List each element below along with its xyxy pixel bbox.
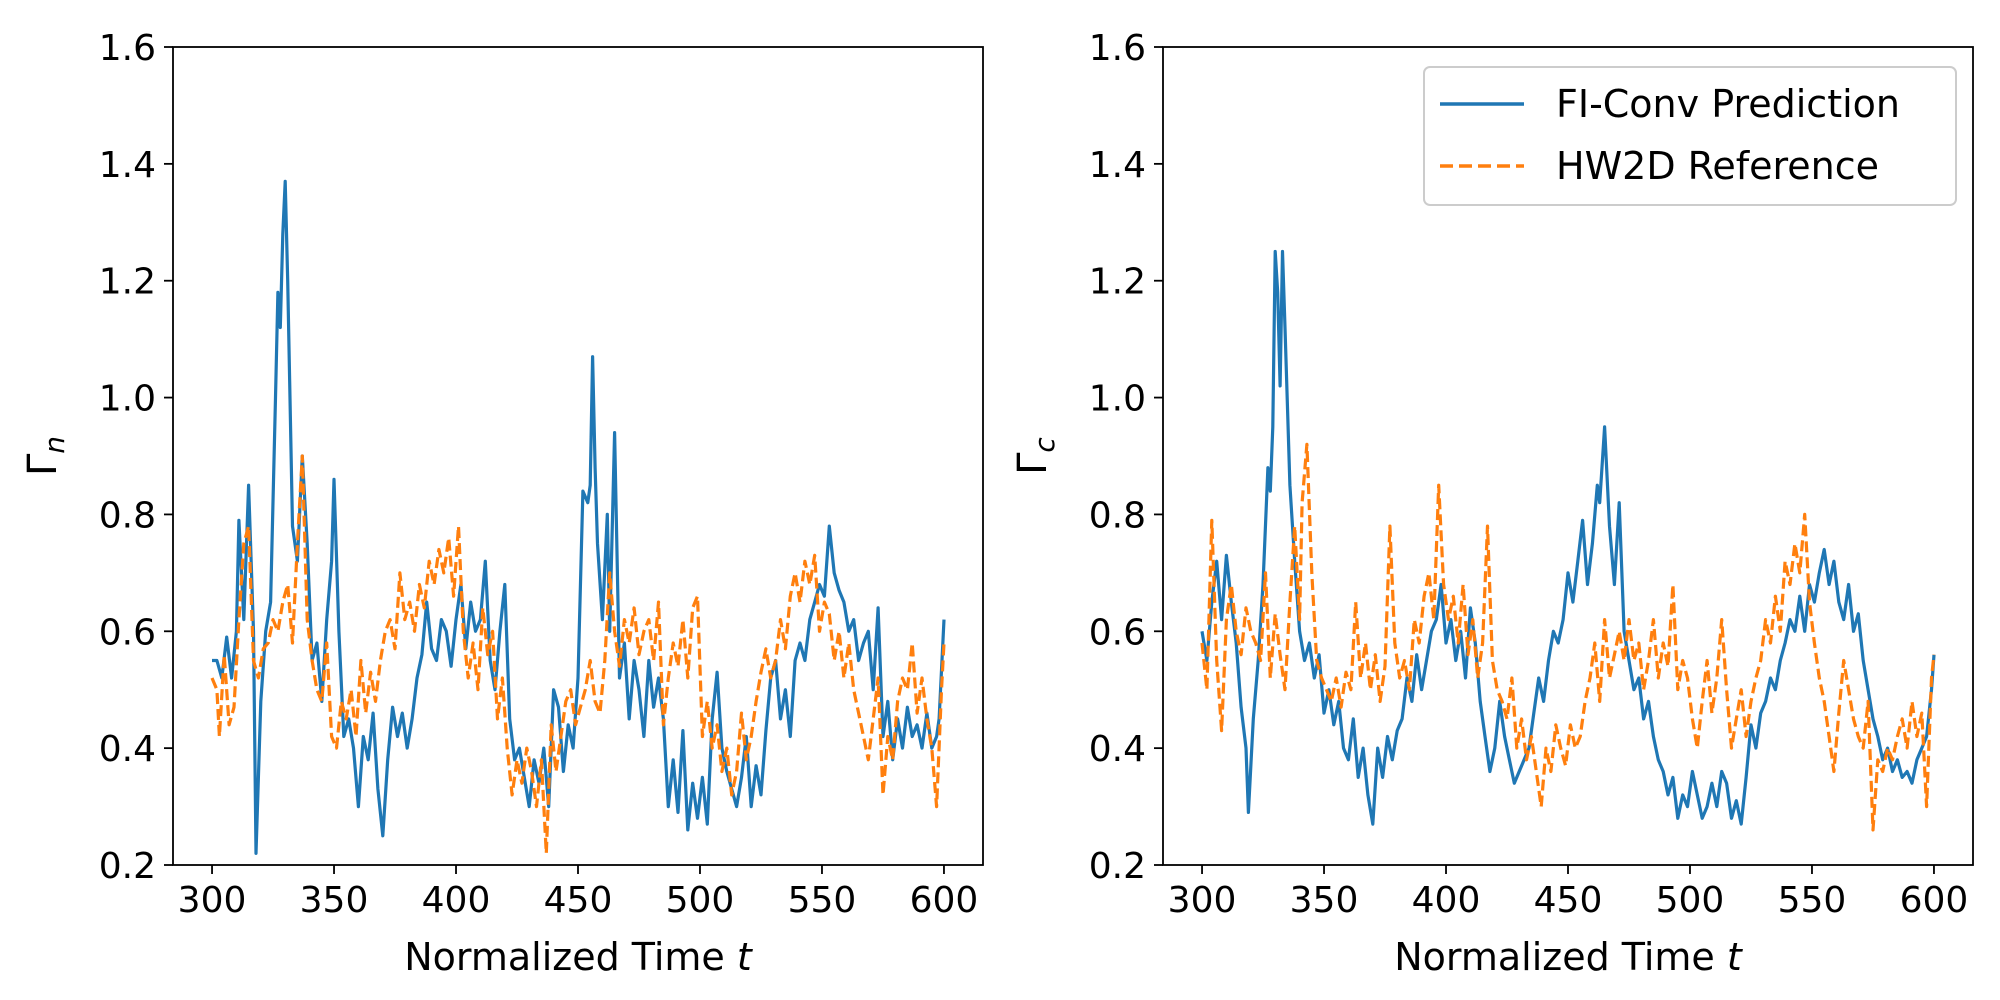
x-tick-label: 600: [910, 880, 979, 921]
x-tick-label: 400: [422, 880, 491, 921]
hw2d-reference-line-right: [1200, 442, 1936, 832]
y-tick-label: 1.4: [1089, 145, 1146, 186]
y-tick-label: 0.2: [1089, 846, 1146, 887]
x-tick-label: 550: [1778, 880, 1847, 921]
hw2d-reference-line-left: [210, 454, 946, 855]
y-tick-label: 1.6: [99, 28, 156, 69]
y-tick-label: 0.6: [1089, 612, 1146, 653]
x-tick-label: 600: [1900, 880, 1969, 921]
y-tick-label: 1.2: [1089, 262, 1146, 303]
y-tick-label: 0.8: [1089, 495, 1146, 536]
y-tick-label: 1.6: [1089, 28, 1146, 69]
y-axis-label: Γc: [1010, 437, 1061, 475]
fi-conv-prediction-line-right: [1200, 249, 1936, 826]
x-tick-label: 450: [1534, 880, 1603, 921]
x-axis-label: Normalized Time t: [1394, 935, 1744, 979]
x-axis-label: Normalized Time t: [404, 935, 754, 979]
y-tick-label: 0.2: [99, 846, 156, 887]
legend: FI-Conv Prediction HW2D Reference: [1423, 66, 1957, 206]
x-tick-label: 350: [300, 880, 369, 921]
y-tick-label: 1.4: [99, 145, 156, 186]
y-tick-label: 0.4: [1089, 729, 1146, 770]
legend-box: [1423, 66, 1957, 206]
x-tick-label: 400: [1412, 880, 1481, 921]
left-panel-gamma-n: 300 350 400 450 500 550 600 0.2 0.4 0.6 0.8 1.0 1.2 1…: [20, 28, 984, 979]
fi-conv-prediction-line-left: [212, 179, 946, 855]
y-tick-label: 1.0: [1089, 379, 1146, 420]
x-tick-label: 450: [544, 880, 613, 921]
x-tick-label: 300: [1168, 880, 1237, 921]
legend-label-prediction: FI-Conv Prediction: [1556, 82, 1900, 126]
x-tick-label: 300: [178, 880, 247, 921]
axes-frame: [172, 46, 984, 866]
y-tick-label: 0.8: [99, 495, 156, 536]
right-panel-gamma-c: 300 350 400 450 500 550 600 0.2 0.4 0.6 0.8 1.0 1.2 1…: [1010, 28, 1974, 979]
y-tick-label: 0.4: [99, 729, 156, 770]
x-tick-label: 550: [788, 880, 857, 921]
y-tick-label: 1.2: [99, 262, 156, 303]
legend-label-reference: HW2D Reference: [1556, 144, 1879, 188]
x-tick-label: 500: [1656, 880, 1725, 921]
y-tick-label: 0.6: [99, 612, 156, 653]
x-tick-label: 350: [1290, 880, 1359, 921]
x-tick-label: 500: [666, 880, 735, 921]
y-axis-label: Γn: [20, 436, 71, 476]
y-tick-label: 1.0: [99, 379, 156, 420]
